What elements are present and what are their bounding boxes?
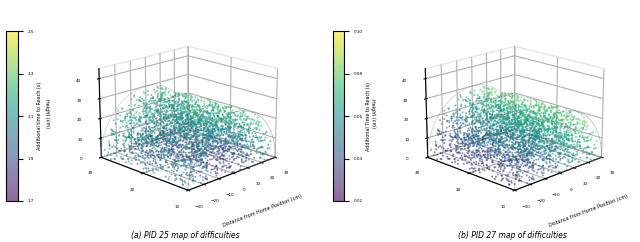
X-axis label: Distance from Home Position (cm): Distance from Home Position (cm) — [548, 194, 628, 228]
Y-axis label: Additional time to Reach (s): Additional time to Reach (s) — [37, 82, 42, 150]
Text: (b) PID 27 map of difficulties: (b) PID 27 map of difficulties — [458, 231, 566, 240]
X-axis label: Distance from Home Position (cm): Distance from Home Position (cm) — [222, 194, 302, 228]
Text: (a) PID 25 map of difficulties: (a) PID 25 map of difficulties — [131, 231, 240, 240]
Y-axis label: Additional Time to Reach (s): Additional Time to Reach (s) — [366, 82, 371, 151]
